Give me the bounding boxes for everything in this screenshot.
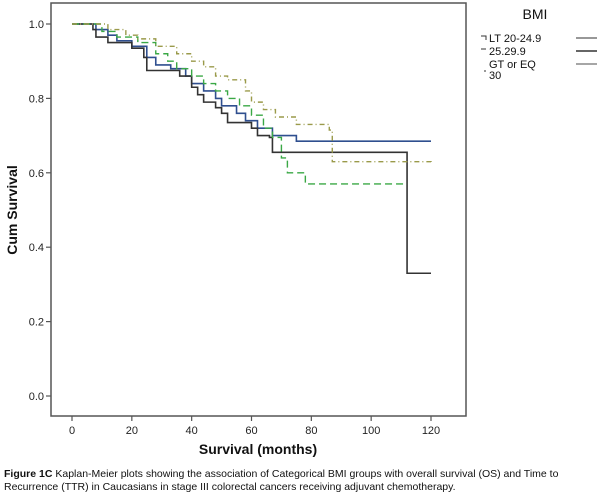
y-tick-label: 0.0	[29, 391, 44, 403]
y-tick-label: 0.4	[29, 242, 44, 254]
y-tick-label: 0.6	[29, 168, 44, 180]
km-chart: 0.0 0.2 0.4 0.6 0.8 1.0 0 20 40 60 80 100 120 Cum S…	[4, 2, 600, 457]
legend-label: LT 20-24.9	[489, 33, 541, 45]
caption-label: Figure 1C	[4, 468, 53, 480]
legend-label: GT or EQ 30	[489, 59, 536, 82]
legend-marker-icon	[481, 35, 487, 40]
x-axis-title: Survival (months)	[199, 441, 317, 457]
y-tick-label: 0.8	[29, 93, 44, 105]
x-axis: 0 20 40 60 80 100 120	[69, 416, 440, 437]
survival-curve-3	[72, 23, 432, 164]
series-group	[72, 23, 432, 275]
survival-curve-2	[72, 23, 408, 185]
x-tick-label: 0	[69, 425, 75, 437]
x-tick-label: 20	[126, 425, 138, 437]
y-axis: 0.0 0.2 0.4 0.6 0.8 1.0	[29, 19, 51, 403]
x-tick-label: 60	[245, 425, 257, 437]
legend: LT 20-24.925.29.9GT or EQ 30	[481, 33, 597, 82]
x-tick-label: 100	[362, 425, 380, 437]
legend-label: 25.29.9	[489, 46, 526, 58]
legend-frame	[482, 3, 600, 81]
y-tick-label: 1.0	[29, 19, 44, 31]
figure-caption: Figure 1C Kaplan-Meier plots showing the…	[4, 468, 596, 494]
y-tick-label: 0.2	[29, 317, 44, 329]
x-tick-label: 40	[186, 425, 198, 437]
x-tick-label: 120	[422, 425, 440, 437]
caption-text: Kaplan-Meier plots showing the associati…	[4, 468, 559, 493]
survival-curve-1	[72, 23, 431, 275]
x-tick-label: 80	[305, 425, 317, 437]
legend-title: BMI	[523, 6, 548, 22]
plot-frame	[50, 2, 467, 417]
y-axis-title: Cum Survival	[4, 165, 20, 254]
